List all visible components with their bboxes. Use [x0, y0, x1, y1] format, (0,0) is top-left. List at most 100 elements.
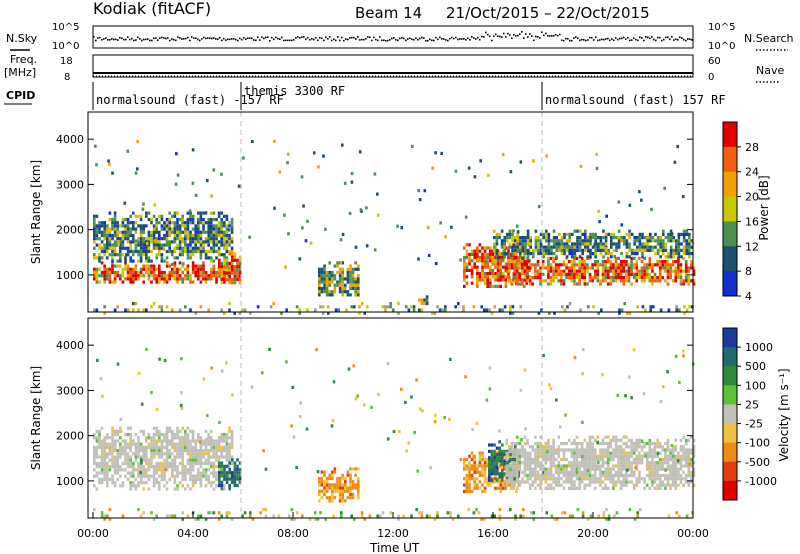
power-cell: [217, 233, 221, 238]
power-cell: [119, 243, 122, 247]
velocity-cell: [483, 489, 487, 494]
power-cell: [93, 267, 96, 271]
noise-point: [379, 36, 381, 38]
noise-point: [515, 35, 517, 37]
velocity-cell: [627, 458, 631, 462]
noise-point: [511, 37, 513, 40]
power-cell: [145, 267, 148, 271]
power-cell: [552, 245, 556, 249]
power-cell: [499, 268, 502, 272]
date-range: 21/Oct/2015 – 22/Oct/2015: [446, 4, 650, 22]
power-cell: [516, 230, 520, 234]
velocity-cell: [318, 492, 321, 497]
velocity-cell: [499, 486, 502, 490]
velocity-cell: [184, 449, 187, 453]
velocity-cell: [591, 448, 594, 452]
velocity-cell: [539, 467, 542, 471]
velocity-cell: [341, 473, 344, 477]
velocity-cell: [434, 413, 437, 417]
power-cell: [215, 237, 218, 241]
power-cell: [220, 224, 223, 228]
velocity-cell: [687, 480, 691, 484]
velocity-cell: [562, 454, 566, 458]
velocity-cell: [168, 477, 171, 481]
power-cell: [186, 249, 190, 254]
power-cell: [95, 214, 99, 218]
power-cell: [617, 242, 621, 246]
velocity-cell: [137, 508, 140, 512]
power-cell: [677, 232, 681, 236]
velocity-cell: [176, 484, 179, 488]
velocity-cell: [181, 511, 184, 515]
velocity-cell: [612, 454, 615, 458]
velocity-cell: [220, 369, 224, 373]
power-cell: [173, 246, 177, 250]
velocity-cell: [314, 511, 317, 515]
velocity-cell: [228, 477, 231, 481]
power-cell: [348, 211, 352, 215]
velocity-cell: [557, 454, 561, 458]
power-cell: [677, 248, 681, 252]
velocity-cell: [635, 477, 639, 481]
velocity-cell: [472, 454, 475, 459]
velocity-cell: [106, 471, 109, 475]
velocity-cell: [98, 455, 101, 459]
velocity-cell: [207, 458, 210, 462]
velocity-cell: [468, 470, 471, 474]
velocity-cell: [160, 455, 164, 459]
power-cell: [155, 237, 158, 241]
y-tick-label: 2000: [56, 224, 84, 237]
power-cell: [171, 253, 174, 257]
power-cell: [186, 211, 190, 215]
power-cell: [145, 243, 148, 247]
velocity-cell: [619, 483, 623, 487]
velocity-cell: [619, 451, 623, 455]
velocity-cell: [560, 442, 563, 446]
power-cell: [659, 308, 663, 312]
velocity-cell: [100, 477, 104, 481]
velocity-cell: [95, 461, 99, 465]
power-cell: [515, 260, 519, 264]
power-cell: [225, 230, 229, 234]
noise-point: [265, 36, 267, 39]
power-cell: [518, 263, 522, 267]
power-cell: [176, 173, 180, 177]
velocity-cell: [609, 480, 613, 484]
power-cell: [158, 305, 161, 309]
noise-point: [259, 39, 261, 41]
velocity-cell: [534, 454, 537, 458]
power-cell: [121, 240, 125, 244]
power-cell: [566, 305, 569, 309]
velocity-cell: [601, 474, 605, 478]
power-cell: [199, 267, 203, 271]
noise-point: [143, 38, 145, 41]
power-cell: [113, 249, 117, 254]
velocity-cell: [191, 477, 195, 481]
power-cell: [223, 267, 226, 271]
power-cell: [481, 262, 484, 266]
power-cell: [165, 264, 169, 268]
velocity-cell: [495, 469, 499, 473]
velocity-cell: [429, 466, 432, 470]
velocity-cell: [210, 484, 213, 488]
velocity-cell: [632, 445, 636, 449]
velocity-cell: [645, 458, 649, 462]
power-cell: [602, 229, 605, 233]
velocity-cell: [344, 480, 347, 484]
power-cell: [126, 277, 130, 281]
velocity-cell: [648, 445, 652, 449]
velocity-cell: [498, 514, 502, 518]
velocity-cell: [559, 425, 562, 429]
velocity-cell: [139, 468, 143, 472]
velocity-cell: [465, 480, 469, 484]
velocity-cell: [573, 467, 576, 471]
velocity-cell: [638, 454, 641, 458]
noise-point: [557, 34, 559, 37]
velocity-cell: [204, 449, 208, 453]
velocity-cell: [549, 445, 553, 449]
velocity-cell: [100, 471, 104, 475]
power-cell: [338, 277, 342, 281]
power-cell: [601, 276, 605, 280]
velocity-cell: [150, 458, 153, 462]
velocity-cell: [220, 455, 223, 459]
